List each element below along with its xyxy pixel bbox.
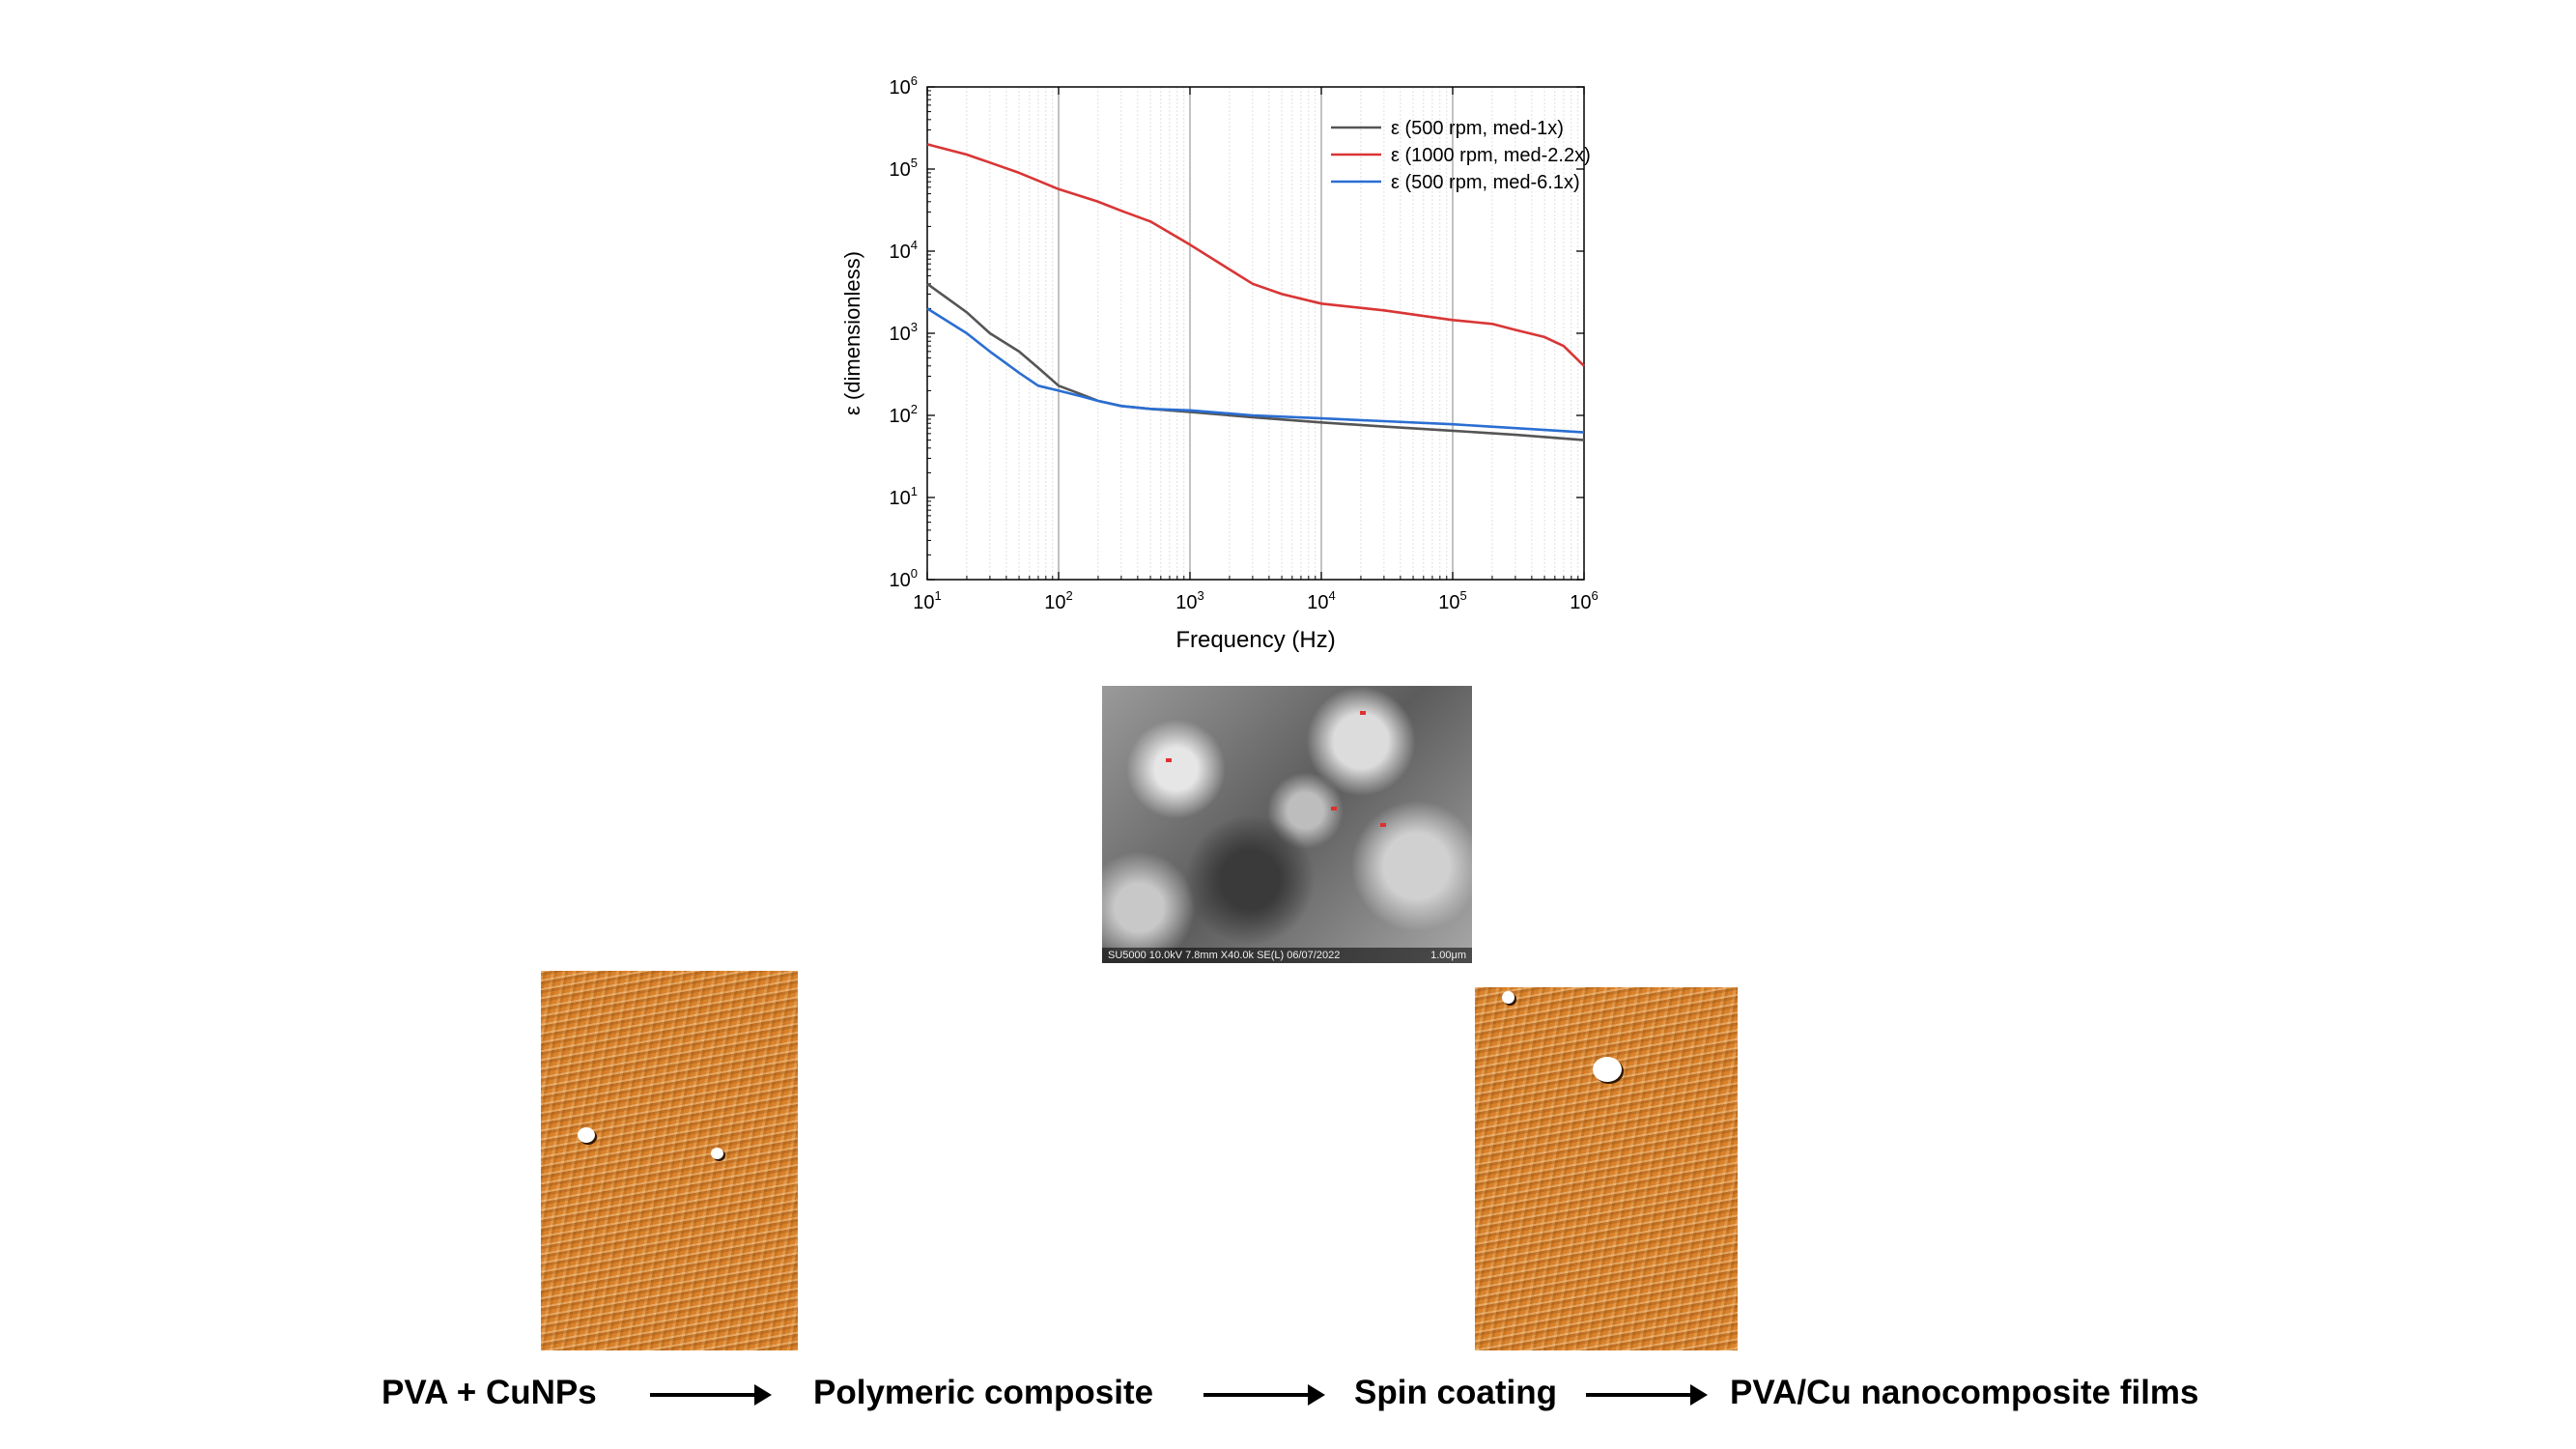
sem-marker: [1360, 711, 1366, 715]
flow-step-spin-coating: Spin coating: [1354, 1374, 1557, 1411]
x-tick-label: 102: [1044, 588, 1072, 613]
vertical-grid: [966, 87, 1579, 580]
sem-info-bar: SU5000 10.0kV 7.8mm X40.0k SE(L) 06/07/2…: [1102, 948, 1472, 963]
sem-marker: [1380, 823, 1386, 827]
afm-particle: [711, 1148, 723, 1159]
y-tick-label: 106: [890, 73, 918, 99]
y-tick-label: 103: [890, 320, 918, 345]
legend-label-3: ε (500 rpm, med-6.1x): [1391, 172, 1580, 193]
x-tick-label: 103: [1175, 588, 1203, 613]
sem-marker: [1331, 807, 1337, 810]
series-line-3: [926, 307, 1585, 434]
y-tick-label: 105: [890, 156, 918, 181]
flow-step-polymeric-composite: Polymeric composite: [813, 1374, 1154, 1411]
legend: ε (500 rpm, med-1x) ε (1000 rpm, med-2.2x…: [1331, 118, 1591, 193]
process-flow: PVA + CuNPs Polymeric composite Spin coa…: [0, 1374, 2576, 1418]
x-tick-label: 101: [913, 588, 941, 613]
afm-particle: [1593, 1057, 1622, 1082]
flow-step-pva-cunps: PVA + CuNPs: [382, 1374, 597, 1411]
afm-image-nanocomposite-film: [1475, 987, 1738, 1350]
x-axis-label: Frequency (Hz): [1175, 627, 1335, 653]
afm-particle: [1502, 991, 1514, 1004]
sem-marker: [1166, 758, 1172, 762]
x-tick-label: 106: [1570, 588, 1598, 613]
y-tick-label: 101: [890, 484, 918, 509]
legend-label-2: ε (1000 rpm, med-2.2x): [1391, 145, 1591, 166]
x-tick-label: 104: [1307, 588, 1335, 613]
sem-info-text: SU5000 10.0kV 7.8mm X40.0k SE(L) 06/07/2…: [1108, 950, 1341, 961]
afm-image-pva-cunps: [541, 971, 798, 1350]
afm-particle: [578, 1127, 595, 1143]
flow-arrow: [650, 1384, 772, 1406]
x-tick-label: 105: [1438, 588, 1466, 613]
series-line-2: [926, 143, 1585, 367]
y-tick-label: 102: [890, 402, 918, 427]
flow-step-nanocomposite-films: PVA/Cu nanocomposite films: [1730, 1374, 2199, 1411]
y-tick-label: 100: [890, 566, 918, 591]
permittivity-chart: 101 102 103 104 105 106100101102103104105106 …: [840, 73, 1599, 653]
sem-micrograph: SU5000 10.0kV 7.8mm X40.0k SE(L) 06/07/2…: [1102, 686, 1472, 963]
y-tick-label: 104: [890, 238, 918, 263]
y-axis-label: ε (dimensionless): [840, 251, 864, 415]
series-group: [926, 143, 1585, 441]
flow-arrow: [1203, 1384, 1325, 1406]
flow-arrow: [1586, 1384, 1708, 1406]
sem-scale-bar: 1.00μm: [1430, 950, 1466, 961]
legend-label-1: ε (500 rpm, med-1x): [1391, 118, 1564, 139]
